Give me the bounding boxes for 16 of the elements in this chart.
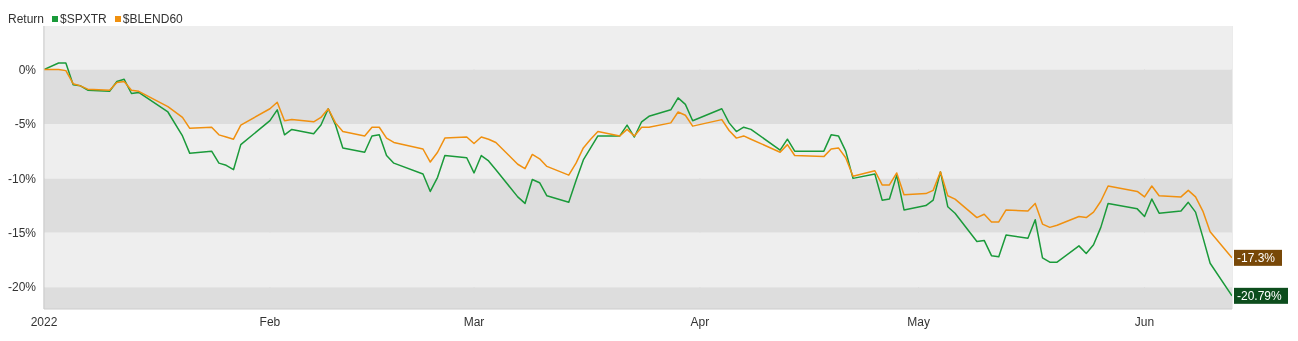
y-tick-label: -20% [7,280,37,295]
x-tick-label: Jun [1134,314,1155,329]
legend-label: $BLEND60 [122,12,183,26]
x-tick-label: Feb [259,314,281,329]
data-label: -20.79% [1237,289,1283,304]
legend-title: Return [8,12,45,26]
x-tick-label: Mar [463,314,485,329]
x-tick-label: 2022 [30,314,58,329]
legend-label: $SPXTR [60,12,107,26]
y-tick-label: -10% [7,171,37,186]
x-tick-label: May [907,314,930,329]
y-tick-label: -5% [14,117,37,132]
x-tick-label: Apr [690,314,710,329]
y-tick-label: -15% [7,226,37,241]
data-label: -17.3% [1237,251,1276,266]
y-tick-label: 0% [18,62,37,77]
